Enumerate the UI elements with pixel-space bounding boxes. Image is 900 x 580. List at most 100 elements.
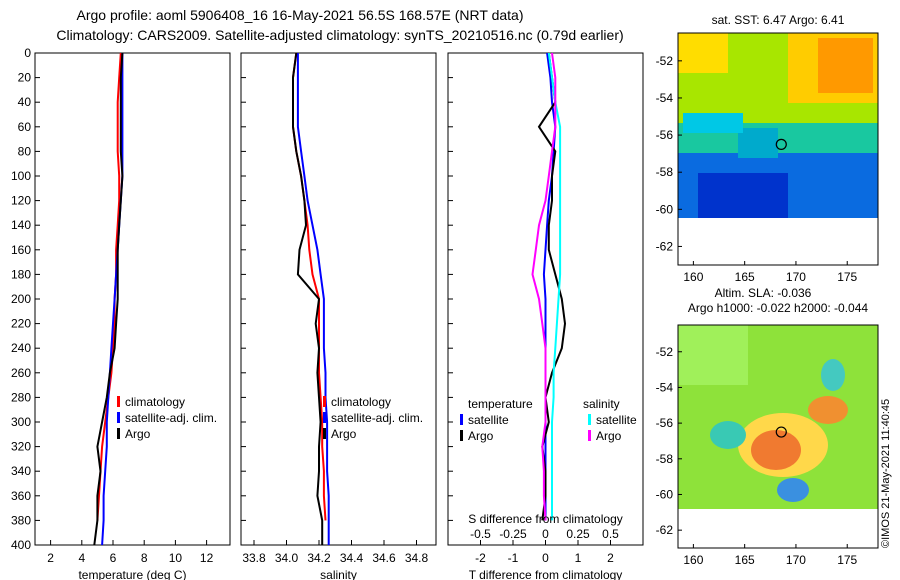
- legend-label: Argo: [331, 427, 357, 441]
- sla-map-field: [678, 325, 878, 509]
- legend-label: climatology: [331, 395, 391, 409]
- salinity-panel: 33.8 34.0 34.2 34.4 34.6 34.8 salinity climatol…: [240, 52, 437, 580]
- argo-position-marker: [775, 426, 787, 438]
- y-tick-label: 320: [11, 440, 31, 454]
- x-tick-label: 12: [200, 551, 214, 565]
- sla-low-patch: [777, 478, 809, 502]
- legend-swatch: [588, 430, 591, 441]
- chart-title-line2: Climatology: CARS2009. Satellite-adjuste…: [56, 27, 624, 43]
- x-tick-label: 34.4: [340, 551, 364, 565]
- legend-label: Argo: [468, 429, 494, 443]
- x-tick-label: 34.2: [307, 551, 331, 565]
- legend-swatch: [117, 428, 120, 439]
- difference-x-axis-label: T difference from climatology: [469, 568, 623, 580]
- y-tick-label: 220: [11, 317, 31, 331]
- x-tick-label: 2: [607, 551, 614, 565]
- salinity-x-axis-label: salinity: [320, 568, 357, 580]
- sst-map-frame: [677, 32, 879, 266]
- legend-swatch: [460, 414, 463, 425]
- legend-swatch: [323, 428, 326, 439]
- legend-label: satellite: [468, 413, 509, 427]
- sla-map-title: Altim. SLA: -0.036: [715, 286, 812, 300]
- legend-label: satellite-adj. clim.: [125, 411, 217, 425]
- sst-cool-patch: [683, 113, 743, 133]
- copyright-timestamp: ©IMOS 21-May-2021 11:40:45: [880, 399, 892, 548]
- y-tick-label: 240: [11, 341, 31, 355]
- map-y-tick-label: -52: [656, 54, 674, 68]
- y-tick-label: 200: [11, 292, 31, 306]
- legend-swatch: [117, 396, 120, 407]
- sla-low-patch: [821, 359, 845, 391]
- map-y-tick-label: -58: [656, 165, 674, 179]
- map-y-tick-label: -62: [656, 523, 674, 537]
- x-tick-label: 0: [542, 551, 549, 565]
- y-tick-label: 0: [24, 46, 31, 60]
- map-x-tick-label: 175: [837, 553, 857, 567]
- map-x-tick-label: 170: [786, 553, 806, 567]
- legend-swatch: [323, 412, 326, 423]
- temperature-x-axis-label: temperature (deg C): [78, 568, 186, 580]
- sla-high-core: [808, 396, 848, 424]
- sla-map-subtitle: Argo h1000: -0.022 h2000: -0.044: [688, 301, 868, 315]
- x-tick-label: 4: [78, 551, 85, 565]
- x-tick-label: -2: [475, 551, 486, 565]
- y-tick-label: 120: [11, 194, 31, 208]
- sst-map: -52 -54 -56 -58 -60 -62 160 165 170 175 sat. SST: …: [656, 13, 879, 284]
- temperature-panel: 0 20 40 60 80 100 120 140 160 180 200 220 240 260 280 3…: [11, 46, 231, 580]
- chart-title-line1: Argo profile: aoml 5906408_16 16-May-202…: [76, 7, 524, 23]
- y-tick-label: 300: [11, 415, 31, 429]
- legend-title: salinity: [583, 397, 620, 411]
- y-tick-label: 60: [18, 120, 32, 134]
- legend-swatch: [588, 414, 591, 425]
- legend-label: climatology: [125, 395, 185, 409]
- series-line-salinity-satellite: [547, 52, 562, 521]
- argo-position-marker: [775, 138, 787, 150]
- y-tick-label: 400: [11, 538, 31, 552]
- map-y-tick-label: -56: [656, 128, 674, 142]
- map-y-tick-label: -60: [656, 487, 674, 501]
- map-y-tick-label: -58: [656, 452, 674, 466]
- series-line-salinity-argo: [531, 52, 557, 521]
- legend-title: temperature: [468, 397, 533, 411]
- x-tick-label: 34.6: [372, 551, 396, 565]
- difference-panel: -2 -1 0 1 2 T difference from climatology S di…: [447, 52, 644, 580]
- series-line-argo: [292, 52, 324, 545]
- x-tick-label: 34.8: [405, 551, 429, 565]
- y-tick-label: 20: [18, 71, 32, 85]
- y-tick-label: 340: [11, 464, 31, 478]
- legend-swatch: [460, 430, 463, 441]
- map-x-tick-label: 165: [735, 270, 755, 284]
- legend-swatch: [117, 412, 120, 423]
- legend-label: satellite: [596, 413, 637, 427]
- sla-high-core: [751, 430, 801, 470]
- series-line-satellite-adj-clim-: [101, 53, 124, 546]
- y-tick-label: 360: [11, 489, 31, 503]
- legend-label: Argo: [596, 429, 622, 443]
- sst-map-field: [678, 33, 878, 218]
- sla-patch: [678, 325, 748, 385]
- sla-map-frame: [677, 324, 879, 549]
- x2-tick-label: -0.5: [470, 527, 491, 541]
- x-tick-label: -1: [508, 551, 519, 565]
- y-tick-label: 40: [18, 95, 32, 109]
- x2-tick-label: -0.25: [499, 527, 527, 541]
- x-tick-label: 6: [110, 551, 117, 565]
- legend-swatch: [323, 396, 326, 407]
- salinity-plot-frame: [240, 52, 437, 546]
- x-tick-label: 33.8: [242, 551, 266, 565]
- map-y-tick-label: -62: [656, 239, 674, 253]
- y-tick-label: 140: [11, 218, 31, 232]
- y-tick-label: 160: [11, 243, 31, 257]
- y-tick-label: 260: [11, 366, 31, 380]
- map-y-tick-label: -60: [656, 202, 674, 216]
- map-x-tick-label: 165: [735, 553, 755, 567]
- temperature-plot-frame: [34, 52, 231, 546]
- map-y-tick-label: -56: [656, 416, 674, 430]
- legend-label: satellite-adj. clim.: [331, 411, 423, 425]
- map-y-tick-label: -54: [656, 380, 674, 394]
- map-y-tick-label: -52: [656, 345, 674, 359]
- sst-map-title: sat. SST: 6.47 Argo: 6.41: [712, 13, 845, 27]
- map-x-tick-label: 170: [786, 270, 806, 284]
- map-x-tick-label: 160: [683, 270, 703, 284]
